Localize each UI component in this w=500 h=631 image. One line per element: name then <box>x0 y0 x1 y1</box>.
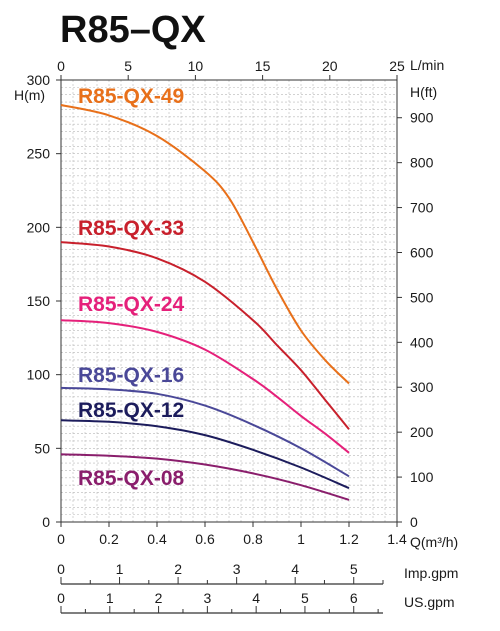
y-right-tick-label: 200 <box>410 424 434 440</box>
series-line-r85-qx-49 <box>60 104 350 385</box>
x-bottom-tick-label: 1.4 <box>387 531 407 547</box>
us-gpm-scale-tick-label: 4 <box>252 590 260 606</box>
imp-gpm-scale-tick-label: 5 <box>350 561 358 577</box>
y-right-tick-label: 100 <box>410 469 434 485</box>
us-gpm-scale-label: US.gpm <box>404 594 455 610</box>
chart-series <box>60 104 350 501</box>
series-label-r85-qx-24: R85-QX-24 <box>78 293 185 316</box>
x-bottom-tick-label: 0.4 <box>147 531 167 547</box>
y-left-tick-label: 150 <box>27 293 51 309</box>
y-left-axis-label: H(m) <box>14 87 45 103</box>
series-line-r85-qx-24 <box>60 319 350 454</box>
imp-gpm-scale-tick-label: 1 <box>116 561 124 577</box>
y-right-tick-label: 600 <box>410 244 434 260</box>
series-line-r85-qx-16 <box>60 386 350 478</box>
chart-title: R85–QX <box>60 9 206 51</box>
y-right-tick-label: 900 <box>410 110 434 126</box>
imp-gpm-scale-tick-label: 2 <box>174 561 182 577</box>
x-top-tick-label: 5 <box>124 58 132 74</box>
x-bottom-tick-label: 0.6 <box>195 531 215 547</box>
y-right-tick-label: 700 <box>410 200 434 216</box>
imp-gpm-scale-tick-label: 3 <box>233 561 241 577</box>
imp-gpm-scale-tick-label: 0 <box>57 561 65 577</box>
x-top-tick-label: 20 <box>322 58 338 74</box>
chart-grid <box>61 80 397 522</box>
x-top-tick-label: 15 <box>255 58 271 74</box>
x-bottom-tick-label: 0.2 <box>99 531 119 547</box>
x-top-tick-label: 0 <box>57 58 65 74</box>
us-gpm-scale-tick-label: 0 <box>57 590 65 606</box>
x-bottom-tick-label: 1 <box>297 531 305 547</box>
us-gpm-scale-tick-label: 3 <box>203 590 211 606</box>
y-right-tick-label: 800 <box>410 155 434 171</box>
x-top-axis-label: L/min <box>410 57 444 73</box>
y-right-axis-label: H(ft) <box>410 84 437 100</box>
y-right-tick-label: 300 <box>410 379 434 395</box>
y-left-tick-label: 300 <box>27 72 51 88</box>
x-top-tick-label: 25 <box>389 58 405 74</box>
series-label-r85-qx-49: R85-QX-49 <box>78 85 184 108</box>
y-left-tick-label: 0 <box>42 514 50 530</box>
chart-series-labels: R85-QX-49 R85-QX-33 R85-QX-24 R85-QX-16 R85-… <box>78 85 185 490</box>
imp-gpm-scale-tick-label: 4 <box>291 561 299 577</box>
y-right-tick-label: 500 <box>410 289 434 305</box>
y-left-tick-label: 200 <box>27 219 51 235</box>
y-right-tick-label: 400 <box>410 334 434 350</box>
x-top-tick-label: 10 <box>188 58 204 74</box>
us-gpm-scale-tick-label: 5 <box>301 590 309 606</box>
us-gpm-scale-tick-label: 1 <box>106 590 114 606</box>
y-right-tick-label: 0 <box>410 514 418 530</box>
series-line-r85-qx-12 <box>60 419 350 490</box>
chart-axes: 0 0.2 0.4 0.6 0.8 1 1.2 1.4 Q(m³/h) 0 5 10 15 20 25 L/m… <box>14 57 458 550</box>
y-left-tick-label: 50 <box>34 440 50 456</box>
x-bottom-tick-label: 0 <box>57 531 65 547</box>
imp-gpm-scale-label: Imp.gpm <box>404 565 458 581</box>
x-bottom-axis-label: Q(m³/h) <box>410 534 458 550</box>
series-label-r85-qx-08: R85-QX-08 <box>78 467 185 490</box>
y-left-tick-label: 250 <box>27 146 51 162</box>
x-bottom-tick-label: 0.8 <box>243 531 263 547</box>
y-left-tick-label: 100 <box>27 367 51 383</box>
us-gpm-scale-tick-label: 6 <box>350 590 358 606</box>
series-label-r85-qx-16: R85-QX-16 <box>78 364 184 387</box>
series-label-r85-qx-12: R85-QX-12 <box>78 399 184 422</box>
us-gpm-scale-tick-label: 2 <box>155 590 163 606</box>
series-line-r85-qx-08 <box>60 453 350 501</box>
x-bottom-tick-label: 1.2 <box>339 531 359 547</box>
series-line-r85-qx-33 <box>60 241 350 430</box>
series-label-r85-qx-33: R85-QX-33 <box>78 217 184 240</box>
